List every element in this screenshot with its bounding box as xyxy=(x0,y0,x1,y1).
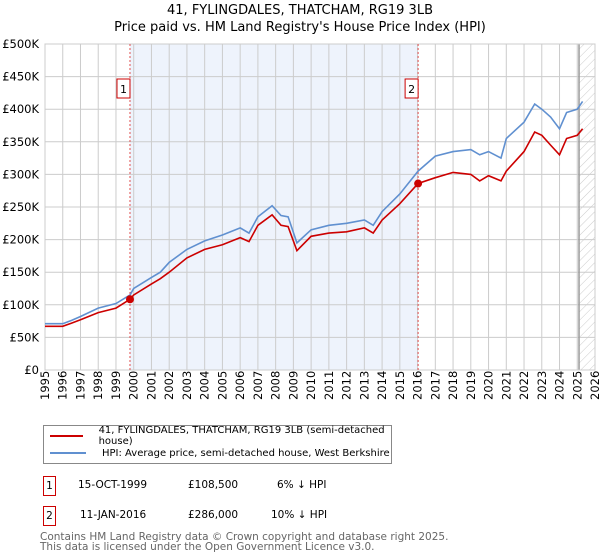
legend-label-property: 41, FYLINGDALES, THATCHAM, RG19 3LB (sem… xyxy=(98,425,385,447)
x-tick-label: 2026 xyxy=(588,371,600,400)
x-tick-label: 2019 xyxy=(464,371,478,400)
x-tick-label: 2017 xyxy=(428,371,442,400)
x-tick-label: 2009 xyxy=(286,371,300,400)
legend-swatch-property xyxy=(50,435,83,437)
x-tick-label: 2025 xyxy=(570,371,584,400)
x-tick-label: 2006 xyxy=(233,371,247,400)
x-tick-label: 1998 xyxy=(91,371,105,400)
y-tick-label: £0 xyxy=(24,363,39,377)
x-tick-label: 2014 xyxy=(375,371,389,400)
annotation-box xyxy=(404,78,419,99)
x-tick-label: 2002 xyxy=(162,371,176,400)
annotation-label: 1 xyxy=(120,83,127,96)
x-tick-label: 2023 xyxy=(535,371,549,400)
sale-point xyxy=(125,295,134,304)
transaction-marker: 2 xyxy=(43,506,56,526)
footer: Contains HM Land Registry data © Crown c… xyxy=(40,531,449,553)
x-tick-label: 2016 xyxy=(411,371,425,400)
transaction-row: 2 11-JAN-2016 £286,000 10% ↓ HPI xyxy=(43,506,443,526)
sale-point xyxy=(414,179,423,188)
x-tick-label: 1995 xyxy=(38,371,52,400)
x-tick-label: 2018 xyxy=(446,371,460,400)
x-tick-label: 2015 xyxy=(393,371,407,400)
transaction-row: 1 15-OCT-1999 £108,500 6% ↓ HPI xyxy=(43,476,443,496)
footer-licence: This data is licensed under the Open Gov… xyxy=(40,541,375,553)
x-tick-label: 1997 xyxy=(73,371,87,400)
x-tick-label: 2004 xyxy=(198,371,212,400)
x-tick-label: 2022 xyxy=(517,371,531,400)
y-tick-label: £200K xyxy=(2,233,39,247)
chart-title: 41, FYLINGDALES, THATCHAM, RG19 3LB xyxy=(167,3,433,18)
x-tick-label: 2000 xyxy=(127,371,141,400)
footer-copyright: Contains HM Land Registry data © Crown c… xyxy=(40,531,449,543)
transaction-delta: 6% ↓ HPI xyxy=(277,479,327,491)
transaction-price: £286,000 xyxy=(188,509,239,521)
legend-label-hpi: HPI: Average price, semi-detached house,… xyxy=(102,447,390,459)
price-chart: 1995 1996 1997 1998 1999 2000 2001 2002 2003 2004… xyxy=(2,37,600,400)
y-tick-label: £300K xyxy=(2,167,39,181)
x-tick-label: 2024 xyxy=(553,371,567,400)
y-tick-label: £350K xyxy=(2,135,39,149)
transaction-marker: 1 xyxy=(43,476,56,496)
x-tick-label: 1996 xyxy=(56,371,70,400)
annotation-box xyxy=(116,78,131,99)
x-tick-label: 2003 xyxy=(180,371,194,400)
transaction-date: 15-OCT-1999 xyxy=(78,479,147,491)
x-tick-label: 2011 xyxy=(322,371,336,400)
x-tick-label: 2008 xyxy=(269,371,283,400)
transaction-date: 11-JAN-2016 xyxy=(80,509,147,521)
x-tick-label: 2021 xyxy=(499,371,513,400)
y-tick-label: £400K xyxy=(2,102,39,116)
x-tick-label: 1999 xyxy=(109,371,123,400)
x-tick-label: 2010 xyxy=(304,371,318,400)
price-paid-line xyxy=(45,128,584,328)
hpi-line xyxy=(45,100,584,325)
y-tick-label: £250K xyxy=(2,200,39,214)
legend-swatch-hpi xyxy=(50,452,86,454)
x-tick-label: 2020 xyxy=(482,371,496,400)
plot-border xyxy=(44,43,596,371)
x-tick-label: 2007 xyxy=(251,371,265,400)
x-tick-label: 2005 xyxy=(215,371,229,400)
y-tick-label: £150K xyxy=(2,265,39,279)
y-tick-label: £450K xyxy=(2,70,39,84)
y-tick-label: £50K xyxy=(10,330,40,344)
transaction-delta: 10% ↓ HPI xyxy=(271,509,328,521)
x-tick-label: 2013 xyxy=(357,371,371,400)
x-tick-label: 2012 xyxy=(340,371,354,400)
y-tick-label: £500K xyxy=(2,37,39,51)
annotation-label: 2 xyxy=(408,83,415,96)
y-tick-label: £100K xyxy=(2,298,39,312)
x-tick-label: 2001 xyxy=(144,371,158,400)
chart-subtitle: Price paid vs. HM Land Registry's House … xyxy=(114,20,486,35)
legend: 41, FYLINGDALES, THATCHAM, RG19 3LB (sem… xyxy=(43,425,392,464)
transaction-price: £108,500 xyxy=(188,479,239,491)
